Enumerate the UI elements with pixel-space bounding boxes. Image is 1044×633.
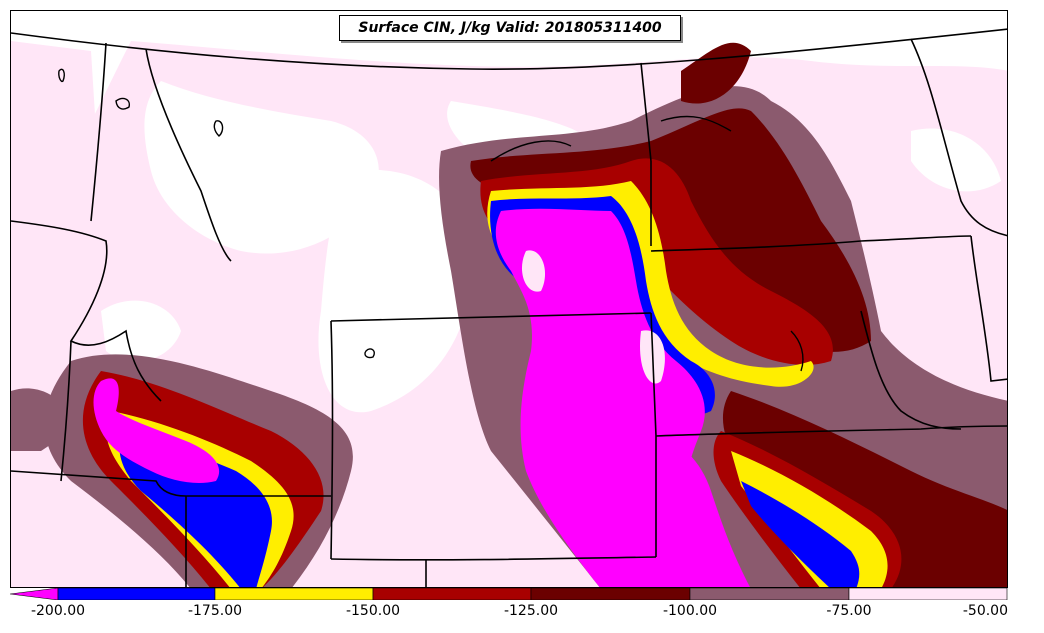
colorbar <box>10 588 1008 600</box>
map-title: Surface CIN, J/kg Valid: 201805311400 <box>339 15 681 41</box>
colorbar-tick: -75.00 <box>826 603 872 619</box>
colorbar-tick: -175.00 <box>187 603 243 619</box>
colorbar-tick: -125.00 <box>503 603 559 619</box>
colorbar-bin-pink <box>848 588 1008 600</box>
colorbar-tick: -200.00 <box>30 603 86 619</box>
cin-map <box>11 28 1007 587</box>
colorbar-tick: -50.00 <box>962 603 1008 619</box>
state-boundaries <box>11 28 1007 587</box>
colorbar-arrow <box>10 588 59 600</box>
colorbar-bin-red <box>372 588 532 600</box>
colorbar-bin-blue <box>57 588 216 600</box>
colorbar-bin-yellow <box>214 588 374 600</box>
lake-outlines <box>58 68 804 372</box>
map-panel <box>10 10 1008 588</box>
colorbar-tick: -100.00 <box>662 603 718 619</box>
colorbar-tick: -150.00 <box>345 603 401 619</box>
colorbar-bin-mauve <box>689 588 850 600</box>
colorbar-bin-darkred <box>530 588 691 600</box>
interior-pockets <box>521 250 665 384</box>
magenta-cin-field <box>93 208 750 587</box>
